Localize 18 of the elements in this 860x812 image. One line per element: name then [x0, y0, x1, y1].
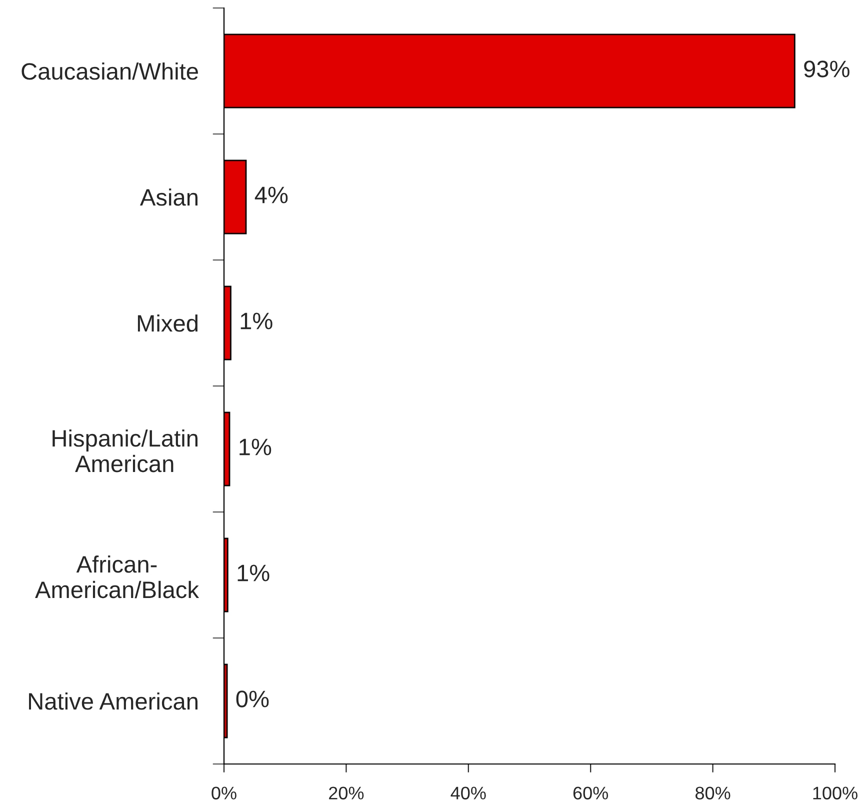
- data-label: 1%: [240, 438, 272, 456]
- data-label: 1%: [238, 564, 270, 582]
- data-label: 4%: [254, 186, 288, 204]
- x-tick-label: 80%: [696, 786, 730, 800]
- data-label: 0%: [236, 690, 269, 708]
- x-tick-label: 20%: [329, 786, 364, 800]
- y-tick-label: Caucasian/White: [22, 62, 198, 80]
- y-tick-label: African- American/Black: [35, 555, 200, 598]
- y-tick-label: Asian: [140, 188, 198, 206]
- x-tick-label: 100%: [813, 786, 858, 800]
- x-tick-label: 40%: [450, 786, 486, 800]
- y-tick-label: Hispanic/Latin American: [52, 429, 198, 472]
- x-tick-label: 0%: [212, 786, 236, 800]
- data-label: 93%: [804, 60, 850, 78]
- y-tick-label: Mixed: [138, 314, 198, 332]
- x-tick-label: 60%: [573, 786, 608, 800]
- data-label: 1%: [240, 312, 272, 330]
- y-tick-label: Native American: [29, 692, 198, 710]
